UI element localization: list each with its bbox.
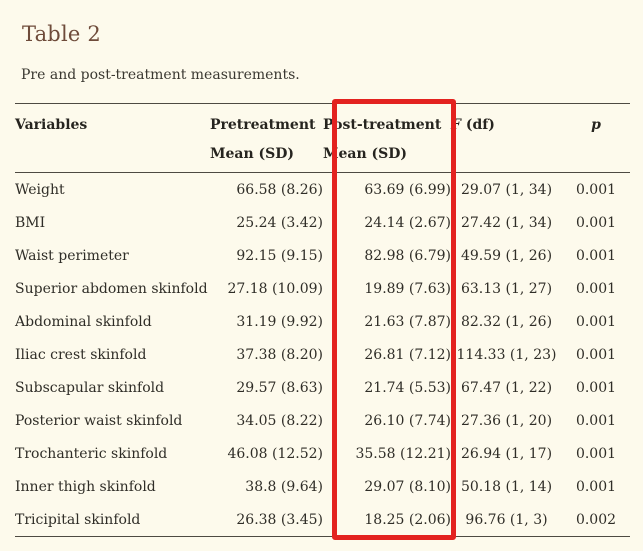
posttreatment-cell: 21.74 (5.53) (364, 379, 451, 396)
p-cell: 0.001 (575, 313, 617, 330)
pretreatment-cell: 25.24 (3.42) (236, 214, 323, 231)
p-cell: 0.001 (575, 247, 617, 264)
f-df-cell: 114.33 (1, 23) (456, 346, 557, 363)
pretreatment-cell: 38.8 (9.64) (245, 478, 323, 495)
pretreatment-cell: 92.15 (9.15) (236, 247, 323, 264)
table-row: Trochanteric skinfold 46.08 (12.52) 35.5… (15, 437, 630, 470)
posttreatment-cell: 26.10 (7.74) (364, 412, 451, 429)
table-row: Waist perimeter 92.15 (9.15) 82.98 (6.79… (15, 239, 630, 272)
measurements-table: Variables Pretreatment Mean (SD) Post-tr… (15, 103, 630, 537)
table-title: Table 2 (22, 22, 101, 46)
variable-cell: Abdominal skinfold (15, 313, 152, 330)
table-row: Iliac crest skinfold 37.38 (8.20) 26.81 … (15, 338, 630, 371)
pretreatment-cell: 29.57 (8.63) (236, 379, 323, 396)
posttreatment-cell: 82.98 (6.79) (364, 247, 451, 264)
f-df-cell: 96.76 (1, 3) (451, 503, 562, 537)
pretreatment-cell: 37.38 (8.20) (236, 346, 323, 363)
pretreatment-cell: 46.08 (12.52) (227, 445, 323, 462)
f-df-cell: 26.94 (1, 17) (460, 445, 553, 462)
variable-cell: Iliac crest skinfold (15, 346, 147, 363)
variable-cell: Tricipital skinfold (15, 503, 210, 537)
pretreatment-cell: 31.19 (9.92) (236, 313, 323, 330)
p-cell: 0.001 (575, 181, 617, 198)
variable-cell: BMI (15, 214, 46, 231)
table-row: Subscapular skinfold 29.57 (8.63) 21.74 … (15, 371, 630, 404)
pretreatment-cell: 34.05 (8.22) (236, 412, 323, 429)
table-row: Abdominal skinfold 31.19 (9.92) 21.63 (7… (15, 305, 630, 338)
p-cell: 0.001 (575, 379, 617, 396)
posttreatment-cell: 26.81 (7.12) (364, 346, 451, 363)
p-cell: 0.001 (575, 445, 617, 462)
table-caption: Pre and post-treatment measurements. (21, 67, 300, 83)
header-f-df: F (df) (451, 103, 562, 173)
posttreatment-cell: 21.63 (7.87) (364, 313, 451, 330)
table-row: Weight 66.58 (8.26) 63.69 (6.99) 29.07 (… (15, 173, 630, 207)
f-df-cell: 82.32 (1, 26) (460, 313, 553, 330)
p-cell: 0.002 (562, 503, 630, 537)
f-df-cell: 50.18 (1, 14) (460, 478, 553, 495)
pretreatment-cell: 66.58 (8.26) (236, 181, 323, 198)
pretreatment-cell: 26.38 (3.45) (210, 503, 323, 537)
variable-cell: Superior abdomen skinfold (15, 280, 208, 297)
table-row: BMI 25.24 (3.42) 24.14 (2.67) 27.42 (1, … (15, 206, 630, 239)
header-row: Variables Pretreatment Mean (SD) Post-tr… (15, 103, 630, 173)
f-df-cell: 49.59 (1, 26) (460, 247, 553, 264)
table-row: Superior abdomen skinfold 27.18 (10.09) … (15, 272, 630, 305)
variable-cell: Trochanteric skinfold (15, 445, 168, 462)
header-pretreatment: Pretreatment Mean (SD) (210, 103, 323, 173)
posttreatment-cell: 24.14 (2.67) (364, 214, 451, 231)
p-cell: 0.001 (575, 412, 617, 429)
posttreatment-cell: 35.58 (12.21) (355, 445, 451, 462)
variable-cell: Inner thigh skinfold (15, 478, 156, 495)
header-posttreatment: Post-treatment Mean (SD) (323, 103, 451, 173)
pretreatment-cell: 27.18 (10.09) (227, 280, 323, 297)
table-row: Posterior waist skinfold 34.05 (8.22) 26… (15, 404, 630, 437)
header-p: p (562, 103, 630, 173)
f-df-cell: 27.36 (1, 20) (460, 412, 553, 429)
p-cell: 0.001 (575, 280, 617, 297)
f-df-cell: 67.47 (1, 22) (460, 379, 553, 396)
posttreatment-cell: 29.07 (8.10) (364, 478, 451, 495)
posttreatment-cell: 18.25 (2.06) (323, 503, 451, 537)
variable-cell: Posterior waist skinfold (15, 412, 183, 429)
posttreatment-cell: 19.89 (7.63) (364, 280, 451, 297)
p-cell: 0.001 (575, 478, 617, 495)
f-df-cell: 63.13 (1, 27) (460, 280, 553, 297)
posttreatment-cell: 63.69 (6.99) (364, 181, 451, 198)
f-df-cell: 27.42 (1, 34) (460, 214, 553, 231)
p-cell: 0.001 (575, 346, 617, 363)
variable-cell: Subscapular skinfold (15, 379, 165, 396)
table-row: Inner thigh skinfold 38.8 (9.64) 29.07 (… (15, 470, 630, 503)
variable-cell: Waist perimeter (15, 247, 129, 264)
variable-cell: Weight (15, 181, 65, 198)
p-cell: 0.001 (575, 214, 617, 231)
header-variables: Variables (15, 103, 210, 173)
table-row: Tricipital skinfold 26.38 (3.45) 18.25 (… (15, 503, 630, 537)
f-df-cell: 29.07 (1, 34) (460, 181, 553, 198)
